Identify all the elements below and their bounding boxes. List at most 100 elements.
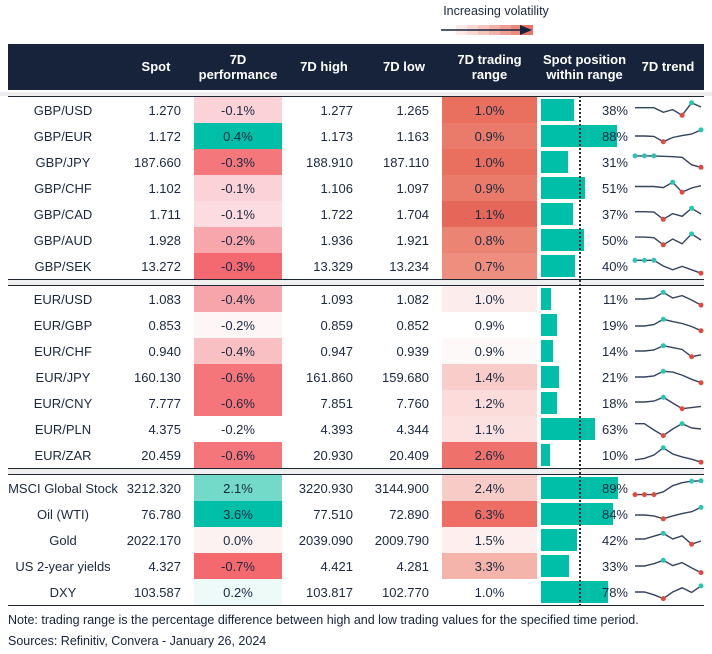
trend-sparkline [632,416,704,442]
spot-position-cell: 51% [537,175,632,201]
high-7d-value: 1.277 [320,102,353,118]
spot-value: 1.102 [148,180,181,196]
performance-7d-cell: -0.6% [194,364,282,390]
high-7d-value: 1.106 [320,180,353,196]
performance-7d-cell: -0.6% [194,442,282,468]
performance-7d-cell: -0.4% [194,286,282,312]
spot-position-cell: 42% [537,527,632,553]
performance-7d-cell: -0.1% [194,175,282,201]
table-row: DXY 103.587 0.2% 103.817 102.770 1.0% 78… [8,579,704,605]
position-percent-label: 10% [601,447,628,463]
trading-range-7d-cell: 0.9% [442,175,537,201]
trend-sparkline [632,227,704,253]
trading-range-7d-cell: 0.8% [442,227,537,253]
trend-sparkline [632,201,704,227]
position-bar [541,555,570,577]
spot-value: 7.777 [148,395,181,411]
block-separator [8,469,704,474]
instrument-label: EUR/JPY [35,369,91,385]
spot-value: 4.375 [148,421,181,437]
spot-value: 1.172 [148,128,181,144]
trading-range-7d-cell: 1.0% [442,149,537,175]
spot-position-cell: 14% [537,338,632,364]
trading-range-7d-cell: 2.4% [442,475,537,501]
performance-7d-cell: -0.1% [194,201,282,227]
position-percent-label: 21% [601,369,628,385]
low-7d-value: 3144.900 [374,480,429,496]
trading-range-7d-cell: 1.5% [442,527,537,553]
spot-position-cell: 89% [537,475,632,501]
table-row: GBP/EUR 1.172 0.4% 1.173 1.163 0.9% 88% [8,123,704,149]
note-text: Note: trading range is the percentage di… [8,613,639,627]
sparkline-svg [635,530,702,547]
trend-sparkline [632,579,704,605]
position-bar [541,177,585,199]
position-percent-label: 40% [601,258,628,274]
block-separator [8,280,704,285]
instrument-label: EUR/ZAR [34,447,92,463]
position-bar [541,99,574,121]
sparkline-svg [635,368,704,386]
table-row: EUR/USD 1.083 -0.4% 1.093 1.082 1.0% 11% [8,286,704,312]
trend-sparkline [632,338,704,364]
trend-sparkline [632,175,704,201]
trend-sparkline [632,123,704,149]
header-spot: Spot [141,59,171,75]
performance-7d-cell: -0.2% [194,312,282,338]
trend-sparkline [632,312,704,338]
table-row: GBP/USD 1.270 -0.1% 1.277 1.265 1.0% 38% [8,97,704,123]
low-7d-value: 159.680 [382,369,429,385]
sparkline-svg [635,289,704,308]
table-row: EUR/CHF 0.940 -0.4% 0.947 0.939 0.9% 14% [8,338,704,364]
position-percent-label: 37% [601,206,628,222]
position-percent-label: 84% [601,506,628,522]
header-7d-high: 7D high [300,59,348,75]
trend-sparkline [632,501,704,527]
spot-value: 103.587 [134,584,181,600]
low-7d-value: 187.110 [382,154,429,170]
volatility-gradient-arrow [441,24,533,36]
spot-position-cell: 21% [537,364,632,390]
performance-7d-cell: 2.1% [194,475,282,501]
high-7d-value: 3220.930 [298,480,353,496]
spot-value: 1.083 [148,291,181,307]
low-7d-value: 20.409 [389,447,429,463]
high-7d-value: 1.173 [320,128,353,144]
instrument-label: MSCI Global Stock [8,480,118,496]
sparkline-svg [635,394,702,412]
position-bar [541,366,560,388]
position-bar [541,503,614,525]
sparkline-svg [635,231,702,248]
position-bar [541,444,550,466]
position-percent-label: 33% [601,558,628,574]
trend-sparkline [632,364,704,390]
spot-position-cell: 78% [537,579,632,605]
header-7d-low: 7D low [383,59,425,75]
position-bar [541,314,558,336]
table-row: GBP/CHF 1.102 -0.1% 1.106 1.097 0.9% 51% [8,175,704,201]
position-bar [541,529,578,551]
table-row: Oil (WTI) 76.780 3.6% 77.510 72.890 6.3%… [8,501,704,527]
sparkline-svg [635,557,704,576]
instrument-label: GBP/CHF [34,180,92,196]
high-7d-value: 0.859 [320,317,353,333]
high-7d-value: 4.393 [320,421,353,437]
trading-range-7d-cell: 1.0% [442,286,537,312]
sparkline-svg [635,205,702,222]
trend-sparkline [632,475,704,501]
table-row: GBP/JPY 187.660 -0.3% 188.910 187.110 1.… [8,149,704,175]
trend-sparkline [632,527,704,553]
trading-range-7d-cell: 0.9% [442,123,537,149]
instrument-label: EUR/CHF [34,343,92,359]
low-7d-value: 0.852 [396,317,429,333]
sparkline-svg [635,316,704,334]
position-bar [541,125,617,147]
trend-sparkline [632,553,704,579]
low-7d-value: 1.082 [396,291,429,307]
spot-value: 13.272 [141,258,181,274]
instrument-label: GBP/JPY [35,154,91,170]
performance-7d-cell: -0.2% [194,227,282,253]
table-block: GBP/USD 1.270 -0.1% 1.277 1.265 1.0% 38%… [8,96,704,280]
low-7d-value: 13.234 [389,258,429,274]
high-7d-value: 13.329 [313,258,353,274]
